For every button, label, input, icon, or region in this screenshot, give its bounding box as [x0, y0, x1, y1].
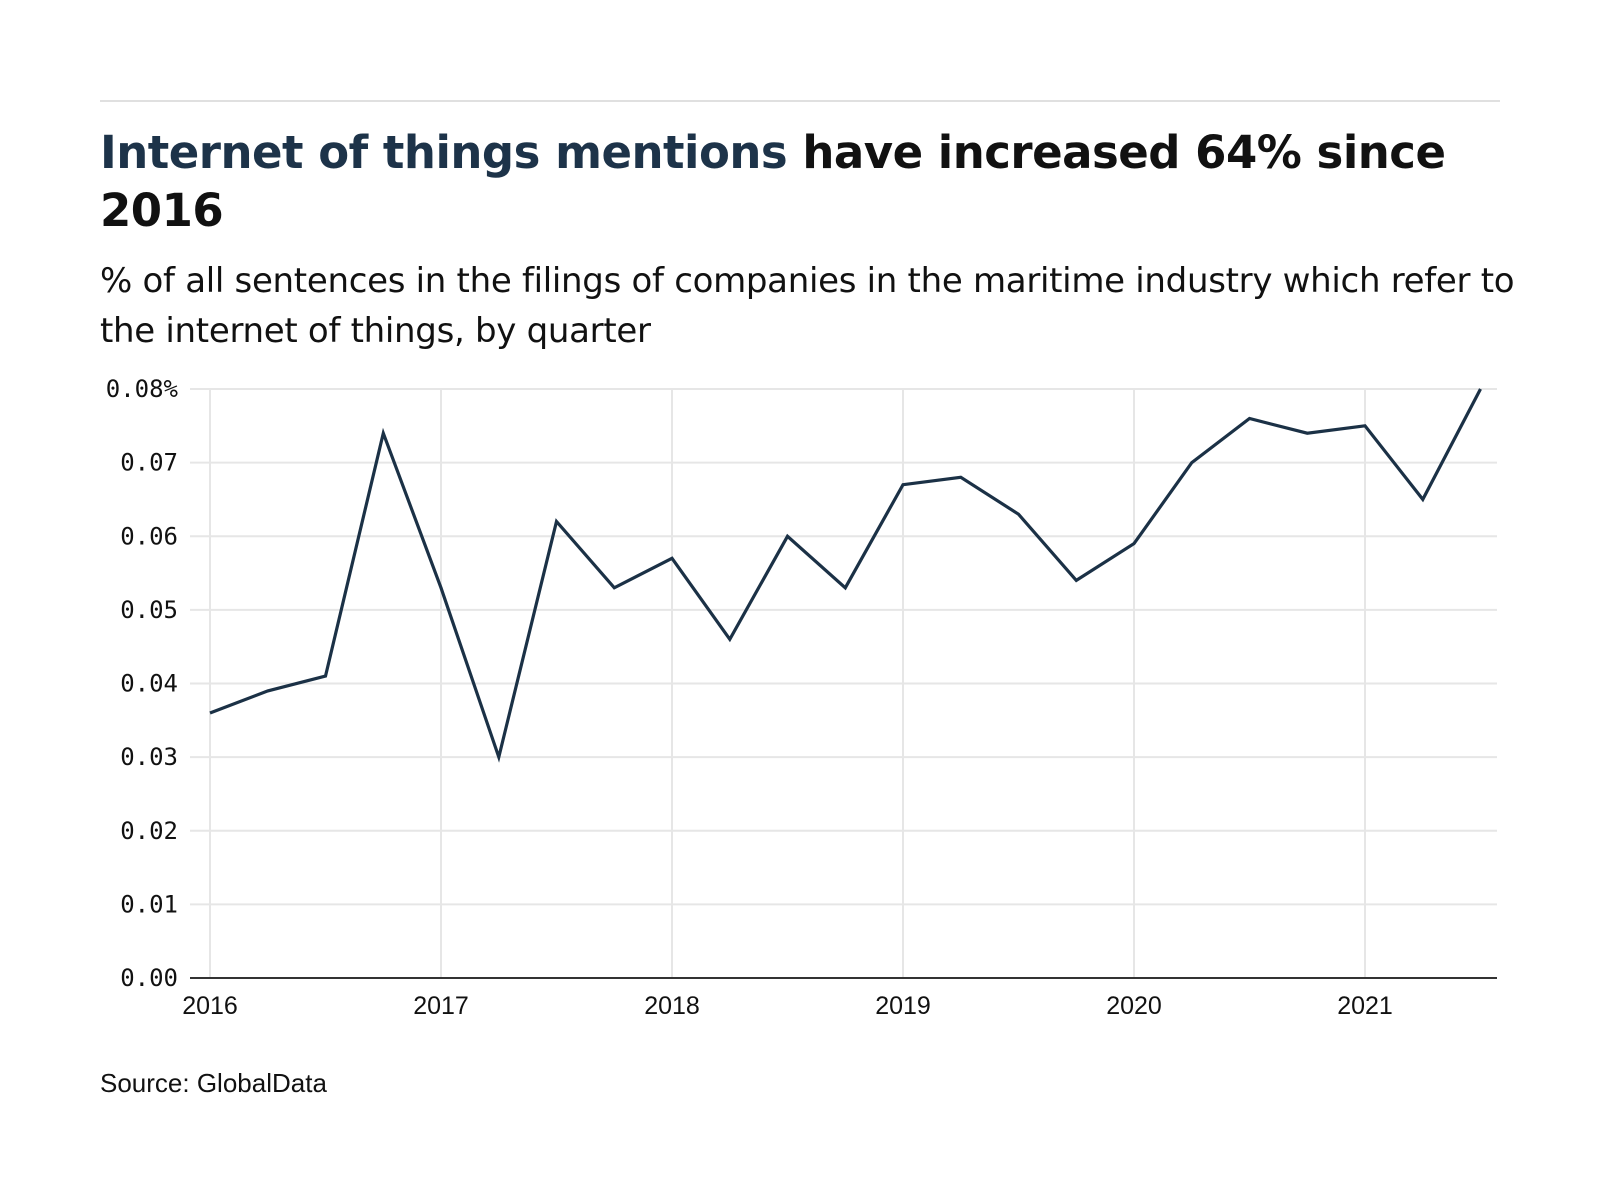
- y-tick-label: 0.00: [120, 964, 178, 992]
- y-tick-label: 0.08%: [106, 375, 179, 403]
- y-axis-labels: 0.00 0.01 0.02 0.03 0.04 0.05 0.06 0.07 0.08%: [106, 375, 179, 992]
- top-rule: [100, 100, 1500, 102]
- chart-title: Internet of things mentions have increas…: [100, 124, 1520, 240]
- chart-subtitle: % of all sentences in the filings of com…: [100, 261, 1515, 351]
- y-tick-label: 0.03: [120, 743, 178, 771]
- y-tick-label: 0.07: [120, 449, 178, 477]
- x-tick-label: 2017: [413, 992, 469, 1020]
- source-note: Source: GlobalData: [100, 1068, 327, 1098]
- x-tick-label: 2021: [1337, 992, 1393, 1020]
- y-tick-label: 0.05: [120, 596, 178, 624]
- y-tick-label: 0.02: [120, 817, 178, 845]
- title-rest: have increased 64% since 2016: [100, 126, 1446, 237]
- x-tick-label: 2018: [644, 992, 700, 1020]
- x-tick-label: 2019: [875, 992, 931, 1020]
- x-axis-labels: 2016 2017 2018 2019 2020 2021: [182, 992, 1393, 1020]
- y-tick-label: 0.06: [120, 522, 178, 550]
- title-accent: Internet of things mentions: [100, 126, 788, 179]
- y-gridlines: [190, 388, 1497, 906]
- series-group: [209, 388, 1482, 763]
- y-tick-label: 0.04: [120, 670, 178, 698]
- x-tick-label: 2016: [182, 992, 238, 1020]
- series-line: [209, 388, 1482, 763]
- y-tick-label: 0.01: [120, 890, 178, 918]
- x-tick-label: 2020: [1106, 992, 1162, 1020]
